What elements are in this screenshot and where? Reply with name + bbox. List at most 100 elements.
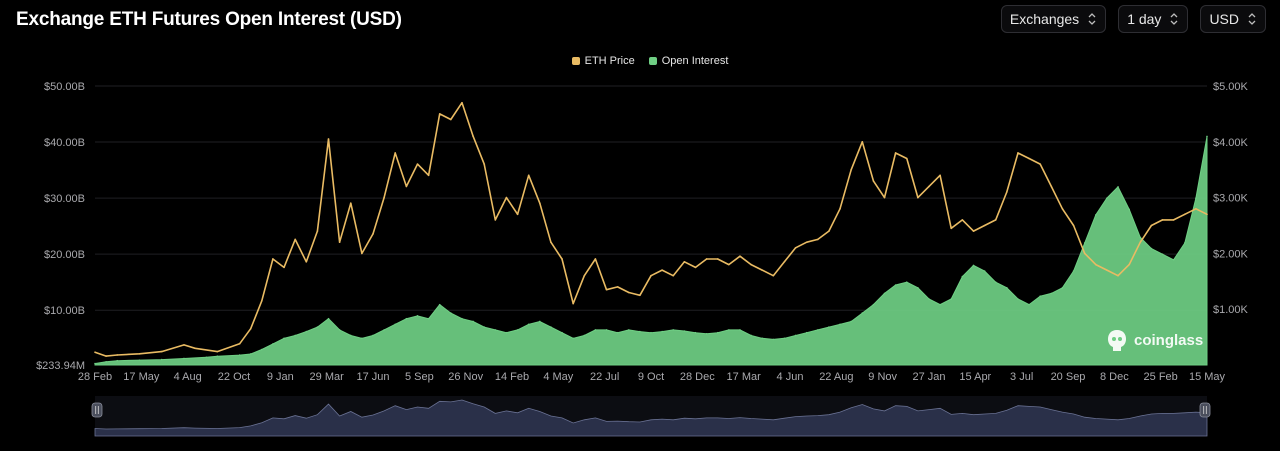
eth-price-point — [361, 252, 363, 255]
open-interest-point — [694, 331, 697, 334]
eth-price-point — [739, 255, 741, 257]
legend-label-open-interest: Open Interest — [661, 55, 729, 67]
open-interest-point — [639, 330, 641, 333]
open-interest-point — [1150, 247, 1153, 250]
eth-price-point — [1028, 157, 1030, 160]
open-interest-point — [1106, 197, 1108, 199]
eth-price-point — [605, 288, 608, 291]
eth-price-point — [1195, 207, 1197, 210]
open-interest-point — [905, 281, 908, 284]
navigator-left-handle[interactable] — [91, 402, 103, 418]
eth-price-point — [983, 224, 986, 227]
eth-price-point — [1106, 269, 1108, 271]
eth-price-point — [1083, 252, 1086, 255]
open-interest-point — [261, 348, 263, 351]
open-interest-point — [272, 343, 274, 345]
eth-price-point — [716, 258, 719, 260]
eth-price-point — [327, 138, 330, 140]
exchanges-select[interactable]: Exchanges — [1000, 5, 1107, 33]
eth-price-point — [1183, 213, 1186, 216]
open-interest-point — [1206, 135, 1208, 138]
eth-price-point — [1172, 219, 1175, 221]
eth-price-point — [105, 355, 107, 357]
eth-price-point — [817, 238, 819, 241]
eth-price-point — [550, 241, 552, 244]
eth-price-point — [1050, 185, 1053, 188]
interval-select[interactable]: 1 day — [1118, 5, 1189, 33]
x-tick-label: 26 Nov — [448, 371, 483, 383]
eth-price-point — [261, 300, 263, 302]
open-interest-point — [972, 264, 975, 267]
open-interest-point — [561, 331, 563, 334]
x-tick-label: 22 Aug — [819, 371, 853, 383]
x-axis: 28 Feb 17 May 4 Aug 22 Oct 9 Jan 29 Mar 17 Jun… — [78, 371, 1226, 383]
eth-price-point — [883, 196, 886, 199]
eth-price-point — [917, 196, 919, 199]
legend-item-price[interactable]: ETH Price — [571, 55, 635, 67]
eth-price-point — [650, 274, 652, 277]
eth-price-point — [1150, 224, 1153, 227]
x-tick-label: 9 Jan — [267, 371, 294, 383]
eth-price-point — [750, 263, 752, 266]
open-interest-point — [605, 329, 608, 331]
navigator-right-handle[interactable] — [1199, 402, 1211, 418]
open-interest-point — [750, 334, 752, 337]
open-interest-point — [1195, 197, 1197, 199]
x-tick-label: 20 Sep — [1051, 371, 1086, 383]
open-interest-point — [338, 329, 341, 331]
open-interest-point — [583, 334, 586, 337]
y-left-tick-label: $20.00B — [44, 249, 85, 261]
open-interest-point — [238, 354, 241, 356]
eth-price-point — [461, 101, 463, 104]
eth-price-point — [939, 174, 941, 177]
open-interest-point — [683, 330, 686, 332]
eth-price-point — [294, 238, 296, 241]
open-interest-point — [828, 326, 830, 328]
open-interest-point — [383, 329, 385, 331]
open-interest-point — [650, 331, 652, 334]
sort-chevron-icon — [1088, 13, 1096, 25]
legend-item-open-interest[interactable]: Open Interest — [648, 55, 729, 67]
eth-price-point — [505, 196, 508, 199]
open-interest-point — [305, 330, 308, 333]
open-interest-point — [950, 298, 953, 300]
eth-price-point — [694, 266, 697, 269]
coinglass-watermark: coinglass — [1106, 328, 1203, 352]
open-interest-point — [1161, 253, 1164, 255]
y-left-tick-label: $30.00B — [44, 193, 85, 205]
eth-price-point — [1128, 263, 1130, 266]
x-tick-label: 15 May — [1189, 371, 1226, 383]
open-interest-point — [550, 326, 552, 328]
eth-price-point — [616, 286, 619, 288]
chart-legend: ETH Price Open Interest — [0, 55, 1280, 67]
eth-price-point — [483, 163, 486, 165]
open-interest-point — [1050, 292, 1053, 295]
eth-price-point — [828, 230, 830, 232]
right-axis: $1.00K $2.00K $3.00K $4.00K $5.00K — [1213, 81, 1249, 316]
eth-price-point — [1117, 274, 1119, 277]
eth-price-point — [994, 219, 997, 221]
open-interest-swatch — [648, 57, 657, 65]
open-interest-point — [539, 320, 541, 323]
x-tick-label: 4 Jun — [777, 371, 804, 383]
open-interest-point — [205, 356, 207, 359]
eth-price-point — [238, 342, 241, 345]
eth-price-point — [894, 152, 897, 154]
x-tick-label: 27 Jan — [912, 371, 945, 383]
eth-price-point — [783, 260, 786, 263]
open-interest-point — [283, 337, 285, 340]
currency-select[interactable]: USD — [1200, 5, 1266, 33]
eth-price-point — [138, 353, 141, 355]
open-interest-point — [1061, 287, 1064, 289]
x-tick-label: 22 Jul — [590, 371, 619, 383]
x-tick-label: 8 Dec — [1100, 371, 1129, 383]
x-tick-label: 17 Jun — [356, 371, 389, 383]
y-left-tick-label: $10.00B — [44, 305, 85, 317]
open-interest-point — [783, 337, 786, 340]
open-interest-point — [483, 326, 486, 328]
x-tick-label: 17 Mar — [727, 371, 762, 383]
left-axis: $233.94M $10.00B $20.00B $30.00B $40.00B $50.… — [36, 81, 85, 372]
x-tick-label: 29 Mar — [310, 371, 345, 383]
eth-price-point — [572, 302, 574, 305]
